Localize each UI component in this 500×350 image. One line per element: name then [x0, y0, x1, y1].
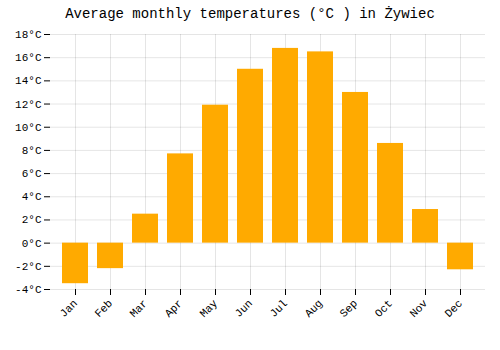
- svg-text:Dec: Dec: [443, 297, 465, 319]
- svg-text:Jul: Jul: [268, 297, 290, 319]
- svg-text:Jun: Jun: [233, 297, 255, 319]
- svg-text:10°C: 10°C: [15, 122, 42, 134]
- svg-text:2°C: 2°C: [22, 214, 42, 226]
- svg-text:-4°C: -4°C: [15, 284, 42, 296]
- svg-text:14°C: 14°C: [15, 75, 42, 87]
- svg-text:Apr: Apr: [163, 297, 185, 319]
- svg-text:May: May: [198, 297, 221, 320]
- svg-text:Mar: Mar: [128, 297, 150, 319]
- svg-text:0°C: 0°C: [22, 238, 42, 250]
- svg-text:4°C: 4°C: [22, 191, 42, 203]
- svg-text:Oct: Oct: [373, 297, 395, 319]
- svg-text:Sep: Sep: [338, 297, 360, 319]
- svg-text:Nov: Nov: [408, 297, 431, 320]
- svg-text:6°C: 6°C: [22, 168, 42, 180]
- svg-text:Aug: Aug: [303, 297, 325, 319]
- html-text:Average monthly temperatures (: Average monthly temperatures (°C ) in Ży…: [65, 6, 435, 22]
- svg-text:Jan: Jan: [58, 297, 80, 319]
- svg-text:Feb: Feb: [93, 297, 115, 319]
- svg-text:16°C: 16°C: [15, 52, 42, 64]
- svg-text:18°C: 18°C: [15, 29, 42, 41]
- svg-text:8°C: 8°C: [22, 145, 42, 157]
- svg-text:12°C: 12°C: [15, 99, 42, 111]
- svg-text:-2°C: -2°C: [15, 261, 42, 273]
